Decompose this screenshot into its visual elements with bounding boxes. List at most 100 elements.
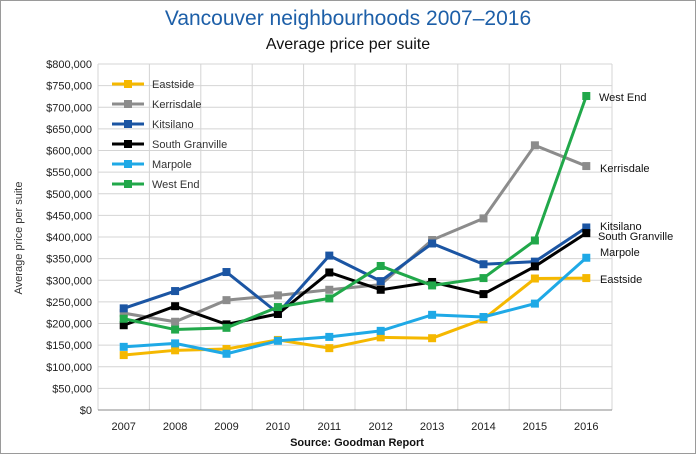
end-label: West End xyxy=(599,92,647,104)
legend-marker xyxy=(124,180,132,188)
legend-marker xyxy=(124,140,132,148)
data-point xyxy=(171,346,180,355)
data-point xyxy=(325,344,334,353)
data-point xyxy=(171,302,180,311)
series-line-west-end xyxy=(123,95,588,332)
data-point xyxy=(530,257,539,266)
data-point xyxy=(582,92,591,101)
grid-lines xyxy=(97,63,613,411)
end-label: South Granville xyxy=(598,231,673,243)
y-tick-label: $800,000 xyxy=(46,59,92,71)
data-point xyxy=(171,339,180,348)
legend: Eastside Kerrisdale Kitsilano South Granvil… xyxy=(112,79,227,191)
y-tick-label: $350,000 xyxy=(46,254,92,266)
x-tick-label: 2008 xyxy=(163,421,187,433)
data-point xyxy=(582,274,591,283)
data-point xyxy=(325,294,334,303)
x-tick-label: 2010 xyxy=(266,421,290,433)
data-point xyxy=(325,268,334,277)
data-point xyxy=(479,214,488,223)
source-note: Source: Goodman Report xyxy=(290,437,424,449)
x-tick-label: 2007 xyxy=(111,421,135,433)
y-tick-label: $600,000 xyxy=(46,146,92,158)
x-tick-label: 2012 xyxy=(368,421,392,433)
end-label: Marpole xyxy=(600,247,640,259)
data-point xyxy=(376,333,385,342)
data-point xyxy=(428,281,437,290)
legend-label: Eastside xyxy=(152,79,194,91)
legend-label: Marpole xyxy=(152,159,192,171)
y-tick-label: $650,000 xyxy=(46,124,92,136)
data-point xyxy=(119,314,128,323)
y-tick-label: $400,000 xyxy=(46,232,92,244)
x-tick-label: 2016 xyxy=(574,421,598,433)
data-point xyxy=(582,229,591,238)
y-tick-label: $200,000 xyxy=(46,319,92,331)
data-point xyxy=(530,299,539,308)
data-point xyxy=(222,296,231,305)
data-point xyxy=(325,285,334,294)
y-tick-label: $450,000 xyxy=(46,210,92,222)
series-line-marpole xyxy=(123,256,588,356)
y-tick-label: $100,000 xyxy=(46,362,92,374)
data-point xyxy=(119,342,128,351)
series-lines xyxy=(119,92,591,360)
x-tick-label: 2014 xyxy=(471,421,495,433)
data-point xyxy=(428,239,437,248)
x-tick-label: 2013 xyxy=(420,421,444,433)
end-label: Kitsilano xyxy=(600,221,642,233)
data-point xyxy=(582,253,591,262)
legend-marker xyxy=(124,160,132,168)
legend-label: West End xyxy=(152,179,200,191)
data-point xyxy=(479,274,488,283)
data-point xyxy=(222,268,231,277)
x-tick-label: 2011 xyxy=(317,421,341,433)
data-point xyxy=(428,334,437,343)
end-label: Eastside xyxy=(600,274,642,286)
y-tick-label: $500,000 xyxy=(46,189,92,201)
data-point xyxy=(582,223,591,232)
data-point xyxy=(222,349,231,358)
data-point xyxy=(376,285,385,294)
legend-label: Kerrisdale xyxy=(152,99,202,111)
data-point xyxy=(119,304,128,313)
y-tick-label: $250,000 xyxy=(46,297,92,309)
data-point xyxy=(530,141,539,150)
data-point xyxy=(222,323,231,332)
data-point xyxy=(273,309,282,318)
data-point xyxy=(273,303,282,312)
data-point xyxy=(273,336,282,345)
data-point xyxy=(479,260,488,269)
data-point xyxy=(171,287,180,296)
data-point xyxy=(325,251,334,260)
data-point xyxy=(530,236,539,245)
data-point xyxy=(325,332,334,341)
data-point xyxy=(376,326,385,335)
data-point xyxy=(119,321,128,330)
y-tick-label: $700,000 xyxy=(46,102,92,114)
y-axis-label: Average price per suite xyxy=(13,182,25,295)
data-point xyxy=(376,261,385,270)
data-point xyxy=(273,291,282,300)
legend-marker xyxy=(124,120,132,128)
data-point xyxy=(428,310,437,319)
data-point xyxy=(376,277,385,286)
legend-marker xyxy=(124,100,132,108)
x-tick-label: 2009 xyxy=(214,421,238,433)
series-line-kitsilano xyxy=(123,226,588,316)
y-axis-ticks: $0 $50,000 $100,000 $150,000 $200,000 $250,00… xyxy=(46,59,92,417)
data-point xyxy=(119,309,128,318)
data-point xyxy=(530,274,539,283)
data-point xyxy=(119,351,128,360)
x-axis-ticks: 2007 2008 2009 2010 2011 2012 2013 2014 2015 2016 xyxy=(111,421,598,433)
data-point xyxy=(530,262,539,271)
y-tick-label: $550,000 xyxy=(46,167,92,179)
data-point xyxy=(222,345,231,354)
data-point xyxy=(171,325,180,334)
y-tick-label: $750,000 xyxy=(46,81,92,93)
x-tick-label: 2015 xyxy=(523,421,547,433)
y-tick-label: $50,000 xyxy=(52,383,92,395)
